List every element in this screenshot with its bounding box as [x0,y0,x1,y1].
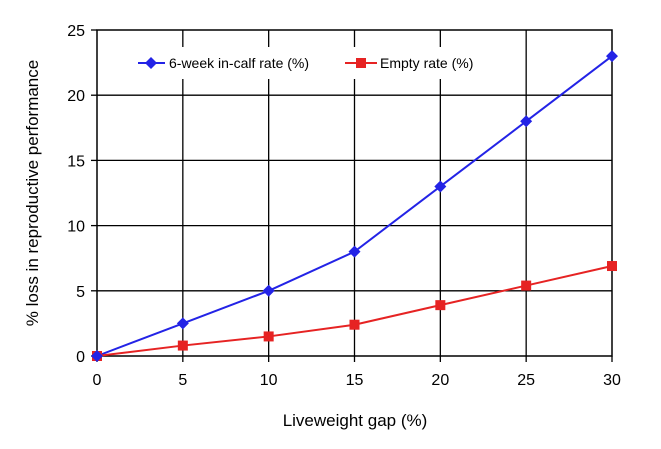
data-point-series-1 [348,245,361,258]
y-tick-label: 5 [76,284,85,301]
x-tick-label: 5 [178,372,187,389]
y-tick-label: 20 [67,88,85,105]
y-tick-label: 25 [67,23,85,40]
y-tick-label: 10 [67,219,85,236]
x-tick-label: 20 [431,372,449,389]
data-point-series-1 [434,180,447,193]
x-tick-label: 25 [517,372,535,389]
data-point-series-2 [349,319,360,330]
x-tick-label: 15 [346,372,364,389]
y-axis-label: % loss in reproductive performance [23,60,42,326]
data-point-series-2 [521,280,532,291]
data-point-series-2 [435,300,446,311]
y-tick-label: 0 [76,349,85,366]
x-tick-label: 10 [260,372,278,389]
data-point-series-2 [263,331,274,342]
data-point-series-2 [177,340,188,351]
data-point-series-1 [606,50,618,63]
data-point-series-1 [520,115,533,128]
data-point-series-1 [176,317,189,330]
legend: 6-week in-calf rate (%) Empty rate (%) [130,47,510,79]
legend-label-series-2: Empty rate (%) [380,55,473,71]
x-tick-label: 0 [93,372,102,389]
legend-marker-series-2 [356,58,366,68]
y-tick-label: 15 [67,153,85,170]
series-layer [91,50,618,362]
legend-background [130,47,510,79]
grid-lines [97,30,612,356]
x-tick-label: 30 [603,372,621,389]
legend-label-series-1: 6-week in-calf rate (%) [169,55,309,71]
data-point-series-2 [607,261,617,272]
axis-ticks: 0 5 10 15 20 25 30 0 5 10 15 20 25 [67,23,621,389]
x-axis-label: Liveweight gap (%) [283,411,428,430]
legend-marker-series-1 [145,57,157,69]
data-point-series-1 [262,284,275,297]
data-point-series-1 [91,350,103,362]
